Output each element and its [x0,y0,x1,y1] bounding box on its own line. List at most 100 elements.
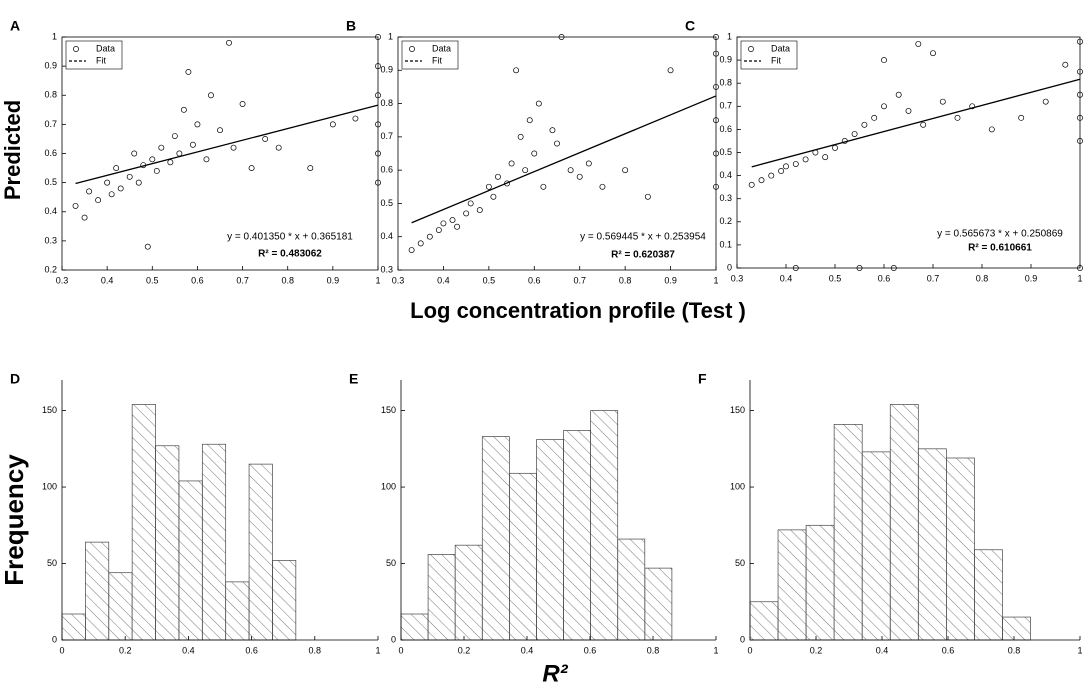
data-point [490,193,497,200]
axes [61,380,378,641]
histogram-bar [400,613,429,641]
data-point [189,141,196,148]
r-squared: R² = 0.620387 [611,250,675,261]
y-tick-label: 0.2 [44,264,57,274]
data-point [802,156,809,163]
x-tick-label: 0.8 [647,645,660,655]
data-point [454,223,461,230]
legend-marker [409,46,415,52]
histogram-bar [536,439,564,641]
data-point [72,202,79,209]
data-point [881,103,887,110]
histogram-bar [248,463,273,641]
data-point [329,121,336,128]
x-tick-label: 0.8 [619,275,632,285]
data-point [194,121,201,128]
data-point [113,165,120,172]
y-tick-label: 0.7 [719,101,732,111]
data-point [494,173,501,180]
y-tick-label: 1 [52,31,57,41]
x-tick-label: 0.8 [976,273,989,283]
equation: y = 0.565673 * x + 0.250869 [937,229,1063,240]
y-tick-label: 0.5 [380,198,393,208]
data-point [104,179,111,186]
data-point [476,207,483,214]
data-point [307,165,314,172]
data-point [768,172,775,179]
equation: y = 0.569445 * x + 0.253954 [580,232,706,243]
data-point [540,183,547,190]
data-point [108,191,115,198]
histogram-bar [563,430,591,641]
data-point [920,121,927,128]
y-tick-label: 0.7 [44,119,57,129]
y-tick-label: 0.8 [719,78,732,88]
y-tick-label: 0 [52,634,57,644]
x-tick-label: 1 [375,275,380,285]
histogram-bar [108,572,133,641]
data-point [153,168,160,174]
data-point [822,154,829,161]
panel-letter: B [346,18,356,34]
y-tick-label: 0 [391,634,396,644]
x-tick-label: 0.6 [245,645,258,655]
legend-marker [73,46,79,52]
legend-label: Fit [771,55,781,65]
histogram-bar [201,443,227,641]
data-point [248,165,255,172]
data-point [871,114,878,121]
data-point [203,156,210,163]
data-point [585,160,592,167]
axes [400,380,716,641]
data-point [783,163,789,170]
legend-label: Data [432,43,451,53]
data-point [435,227,442,234]
data-point [1062,61,1069,68]
x-tick-label: 1 [713,645,718,655]
data-point [167,159,174,166]
histogram-bar [945,457,975,641]
legend-label: Data [96,43,115,53]
x-tick-label: 0.4 [437,275,450,285]
x-tick-label: 1 [375,645,380,655]
histogram-bar [974,549,1003,641]
data-point [208,92,214,99]
r-squared: R² = 0.610661 [968,243,1032,254]
data-point [905,107,912,114]
data-point [262,135,269,142]
data-point [144,243,151,250]
data-point [895,91,902,98]
data-point [440,220,447,227]
data-point [131,150,138,157]
histogram-bar [509,472,537,641]
x-tick-label: 0.3 [56,275,69,285]
histogram-bar [85,541,110,641]
data-point [554,140,560,147]
equation: y = 0.401350 * x + 0.365181 [227,232,353,243]
x-tick-label: 0.3 [392,275,405,285]
y-tick-label: 150 [730,405,745,415]
data-point [513,67,520,74]
x-tick-label: 0.2 [458,645,471,655]
histogram-bar [749,601,779,641]
x-tick-label: 0.5 [483,275,496,285]
data-point [485,183,492,190]
x-tick-label: 0.9 [327,275,340,285]
data-point [508,160,515,167]
data-point [549,127,556,134]
x-tick-label: 0.2 [810,645,823,655]
legend-label: Fit [432,55,442,65]
x-axis-label: R² [542,660,568,687]
data-point [667,67,674,74]
data-point [954,114,961,121]
y-tick-label: 150 [381,405,396,415]
data-point [81,214,88,221]
data-point [408,247,415,253]
x-tick-label: 0.5 [829,273,842,283]
panel-letter: C [685,18,695,34]
data-point [185,68,192,75]
y-tick-label: 0.3 [380,264,393,274]
data-point [531,150,538,157]
data-point [126,173,133,180]
panel-letter: F [698,371,707,387]
